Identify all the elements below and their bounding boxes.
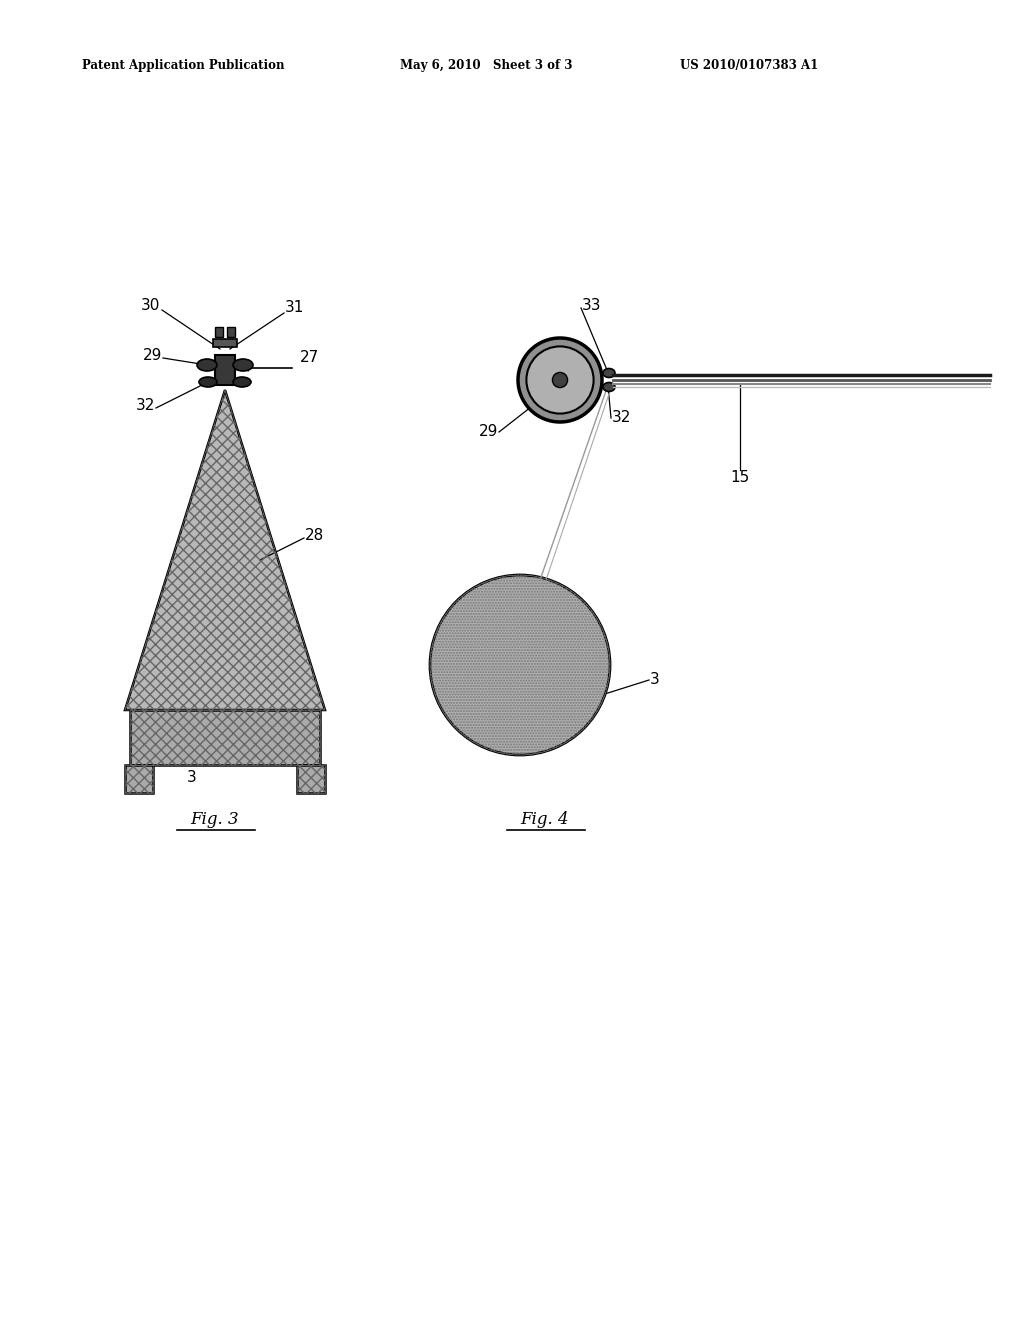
Circle shape — [552, 372, 567, 388]
Bar — [130, 710, 319, 766]
Text: 31: 31 — [285, 301, 304, 315]
Bar — [227, 327, 234, 337]
Bar — [125, 766, 153, 793]
Bar — [215, 327, 223, 337]
Ellipse shape — [199, 378, 217, 387]
Text: 27: 27 — [300, 351, 319, 366]
Circle shape — [430, 576, 610, 755]
Text: 32: 32 — [135, 397, 155, 412]
Text: 29: 29 — [478, 425, 498, 440]
Text: 30: 30 — [140, 297, 160, 313]
Polygon shape — [125, 389, 325, 710]
Text: 29: 29 — [142, 347, 162, 363]
Ellipse shape — [197, 359, 217, 371]
Circle shape — [518, 338, 602, 422]
Text: US 2010/0107383 A1: US 2010/0107383 A1 — [680, 58, 818, 71]
Ellipse shape — [603, 368, 615, 378]
Text: 28: 28 — [305, 528, 325, 543]
Text: 15: 15 — [730, 470, 750, 486]
Text: Fig. 3: Fig. 3 — [190, 812, 240, 829]
Bar — [215, 355, 234, 385]
Text: Fig. 4: Fig. 4 — [520, 812, 569, 829]
Bar — [130, 710, 319, 766]
Ellipse shape — [233, 378, 251, 387]
Text: May 6, 2010   Sheet 3 of 3: May 6, 2010 Sheet 3 of 3 — [400, 58, 572, 71]
Bar — [297, 766, 325, 793]
Text: 32: 32 — [612, 411, 632, 425]
Ellipse shape — [233, 359, 253, 371]
Bar — [213, 339, 237, 347]
Text: 3: 3 — [187, 771, 197, 785]
Circle shape — [526, 346, 594, 413]
Text: Patent Application Publication: Patent Application Publication — [82, 58, 285, 71]
Bar — [297, 766, 325, 793]
Ellipse shape — [603, 383, 615, 392]
Bar — [125, 766, 153, 793]
Text: 33: 33 — [582, 297, 601, 313]
Text: 3: 3 — [650, 672, 659, 688]
